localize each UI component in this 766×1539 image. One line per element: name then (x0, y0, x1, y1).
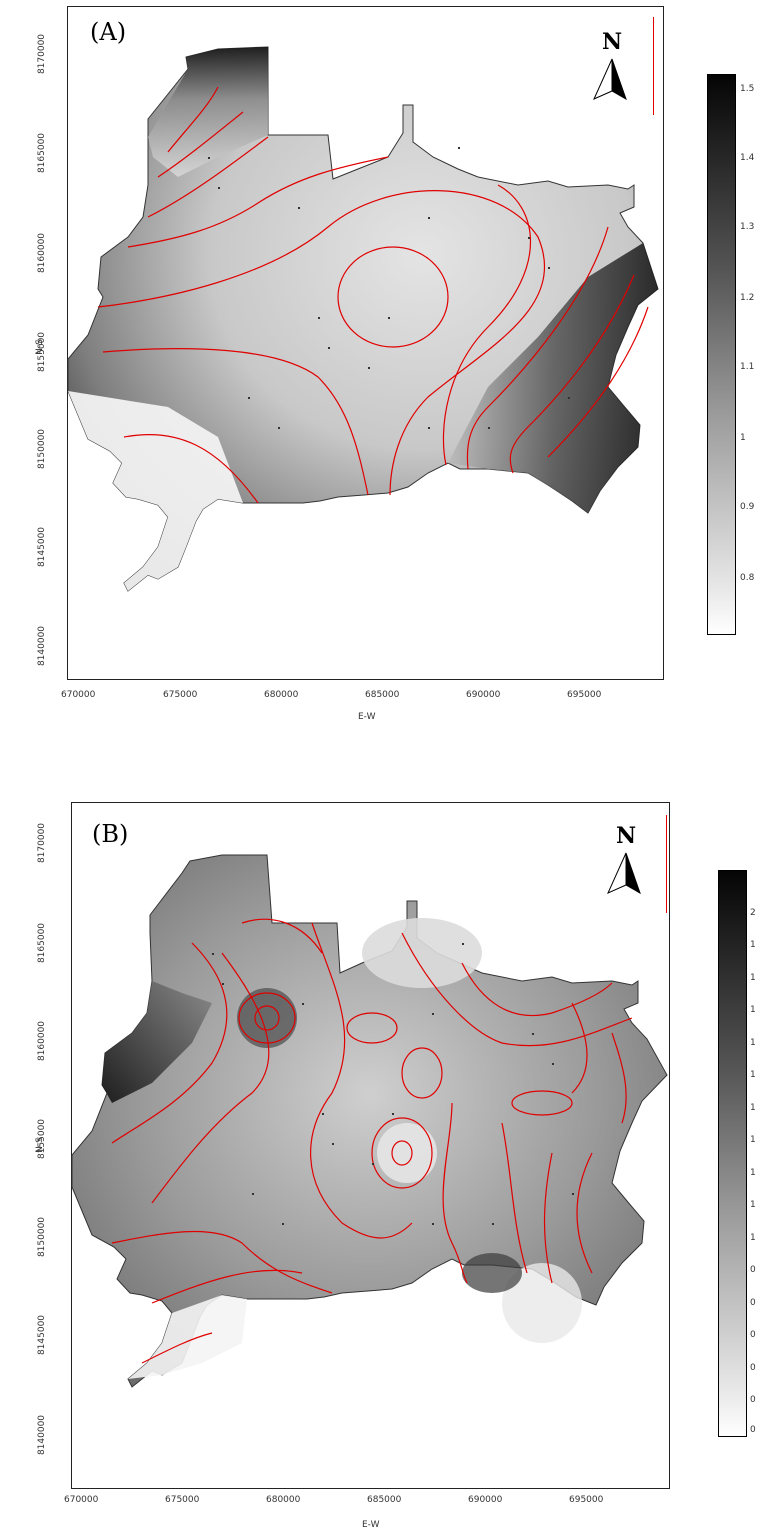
colorbar-tick-b: 1 (750, 1005, 756, 1015)
y-tick-a: 8165000 (37, 132, 48, 174)
y-tick-a: 8140000 (37, 625, 48, 667)
scale-line-a (653, 17, 654, 115)
y-tick-a: 8150000 (37, 428, 48, 470)
x-tick-a: 685000 (365, 690, 400, 700)
x-tick-a: 670000 (61, 690, 96, 700)
y-tick-b: 8145000 (37, 1314, 48, 1356)
colorbar-tick-b: 1 (750, 1038, 756, 1048)
colorbar-tick-b: 0 (750, 1298, 756, 1308)
x-tick-b: 670000 (64, 1495, 99, 1505)
north-label: N (616, 823, 637, 849)
colorbar-tick-a: 1.5 (740, 84, 755, 94)
colorbar-tick-a: 1.2 (740, 293, 755, 303)
contours-b (111, 918, 633, 1364)
colorbar-tick-b: 0 (750, 1265, 756, 1275)
x-tick-b: 680000 (266, 1495, 301, 1505)
colorbar-tick-b: 1 (750, 1233, 756, 1243)
y-tick-b: 8150000 (37, 1216, 48, 1258)
x-axis-title-b: E-W (362, 1520, 380, 1530)
colorbar-b (718, 870, 747, 1437)
colorbar-tick-a: 0.8 (740, 573, 755, 583)
y-tick-a: 8170000 (37, 33, 48, 75)
colorbar-tick-b: 0 (750, 1425, 756, 1435)
speckles-a (208, 147, 570, 429)
colorbar-tick-a: 0.9 (740, 502, 755, 512)
y-tick-b: 8140000 (37, 1414, 48, 1456)
panel-a: N (A) N-S 8140000 8145000 8150000 815500… (0, 0, 766, 760)
map-frame-b: N (71, 802, 670, 1489)
colorbar-tick-b: 1 (750, 973, 756, 983)
colorbar-tick-b: 2 (750, 908, 756, 918)
map-canvas-b (71, 854, 668, 1388)
x-tick-b: 695000 (569, 1495, 604, 1505)
y-tick-a: 8160000 (37, 232, 48, 274)
y-tick-a: 8155000 (37, 331, 48, 373)
colorbar-tick-b: 1 (750, 1070, 756, 1080)
colorbar-tick-b: 0 (750, 1330, 756, 1340)
colorbar-tick-b: 1 (750, 1135, 756, 1145)
x-tick-a: 675000 (163, 690, 198, 700)
colorbar-tick-b: 1 (750, 940, 756, 950)
colorbar-tick-a: 1 (740, 433, 746, 443)
contours-a (97, 86, 649, 504)
north-arrow-b: N (604, 823, 644, 903)
colorbar-tick-b: 0 (750, 1395, 756, 1405)
map-canvas-a (67, 46, 659, 592)
scale-line-b (666, 815, 667, 913)
colorbar-tick-b: 0 (750, 1363, 756, 1373)
colorbar-tick-b: 1 (750, 1200, 756, 1210)
north-arrow-icon (593, 58, 627, 101)
north-label: N (602, 29, 623, 55)
colorbar-tick-a: 1.4 (740, 153, 755, 163)
colorbar-a (707, 74, 736, 635)
north-arrow-icon (607, 852, 641, 895)
x-tick-a: 695000 (567, 690, 602, 700)
speckles-b (212, 943, 574, 1225)
x-tick-b: 690000 (468, 1495, 503, 1505)
x-tick-b: 685000 (367, 1495, 402, 1505)
panel-b: N (B) N-S 8140000 8145000 8150000 815500… (0, 790, 766, 1539)
y-tick-b: 8160000 (37, 1020, 48, 1062)
colorbar-tick-a: 1.3 (740, 222, 755, 232)
y-tick-b: 8170000 (37, 822, 48, 864)
x-tick-a: 690000 (466, 690, 501, 700)
y-tick-b: 8165000 (37, 922, 48, 964)
y-tick-a: 8145000 (37, 526, 48, 568)
x-axis-title-a: E-W (358, 712, 376, 722)
colorbar-tick-b: 1 (750, 1168, 756, 1178)
colorbar-tick-a: 1.1 (740, 362, 755, 372)
y-tick-b: 8155000 (37, 1118, 48, 1160)
colorbar-tick-b: 1 (750, 1103, 756, 1113)
x-tick-b: 675000 (165, 1495, 200, 1505)
map-frame-a: N (67, 6, 664, 680)
north-arrow-a: N (590, 29, 630, 109)
panel-label-a: (A) (90, 18, 127, 46)
panel-label-b: (B) (92, 820, 129, 848)
x-tick-a: 680000 (264, 690, 299, 700)
